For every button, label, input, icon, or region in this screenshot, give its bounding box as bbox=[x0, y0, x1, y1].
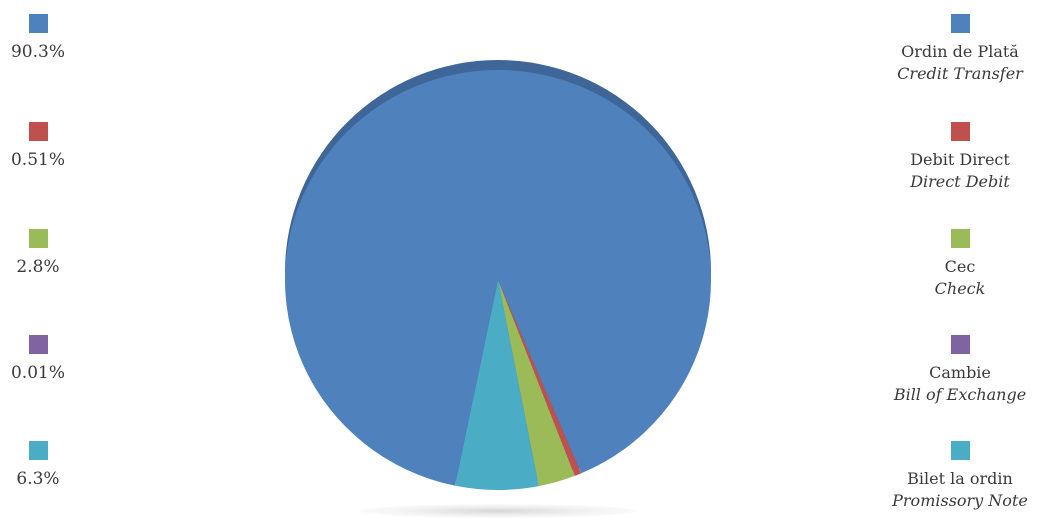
legend-swatch bbox=[28, 122, 48, 141]
legend-swatch bbox=[28, 14, 48, 33]
slice-value-label: 90.3% bbox=[10, 42, 65, 62]
pie-slice bbox=[454, 280, 539, 490]
category-label: Bilet la ordin bbox=[907, 469, 1013, 488]
category-legend-item: Cec Check bbox=[875, 229, 1045, 300]
category-label: Debit Direct bbox=[910, 150, 1010, 169]
value-legend-item: 0.01% bbox=[8, 335, 68, 384]
category-label-english: Credit Transfer bbox=[897, 64, 1023, 83]
category-legend-item: Cambie Bill of Exchange bbox=[875, 335, 1045, 406]
category-label: Ordin de Plată bbox=[901, 42, 1019, 61]
slice-value-label: 0.01% bbox=[10, 363, 65, 383]
pie-slice bbox=[498, 280, 582, 474]
category-legend-item: Debit Direct Direct Debit bbox=[875, 122, 1045, 193]
legend-swatch bbox=[950, 441, 970, 460]
slice-value-label: 0.51% bbox=[10, 150, 65, 170]
pie-slice bbox=[498, 280, 582, 476]
slice-value-label: 2.8% bbox=[16, 257, 60, 277]
legend-swatch bbox=[950, 229, 970, 248]
category-label: Cambie bbox=[929, 363, 991, 382]
category-legend-item: Bilet la ordin Promissory Note bbox=[875, 441, 1045, 512]
slice-value-label: 6.3% bbox=[16, 469, 60, 489]
pie-slice bbox=[285, 70, 711, 486]
legend-swatch bbox=[950, 335, 970, 354]
value-legend-item: 90.3% bbox=[8, 14, 68, 63]
legend-swatch bbox=[28, 335, 48, 354]
pie-shadow bbox=[360, 504, 636, 518]
value-legend-item: 2.8% bbox=[8, 229, 68, 278]
legend-swatch bbox=[950, 122, 970, 141]
category-legend-item: Ordin de Plată Credit Transfer bbox=[875, 14, 1045, 85]
category-label-english: Direct Debit bbox=[910, 172, 1010, 191]
pie-slice bbox=[498, 280, 575, 487]
legend-swatch bbox=[950, 14, 970, 33]
category-label-english: Bill of Exchange bbox=[893, 385, 1027, 404]
category-label: Cec bbox=[944, 257, 976, 276]
value-legend-item: 0.51% bbox=[8, 122, 68, 171]
category-label-english: Promissory Note bbox=[892, 491, 1028, 510]
legend-swatch bbox=[28, 229, 48, 248]
category-label-english: Check bbox=[934, 279, 986, 298]
legend-swatch bbox=[28, 441, 48, 460]
value-legend-item: 6.3% bbox=[8, 441, 68, 490]
